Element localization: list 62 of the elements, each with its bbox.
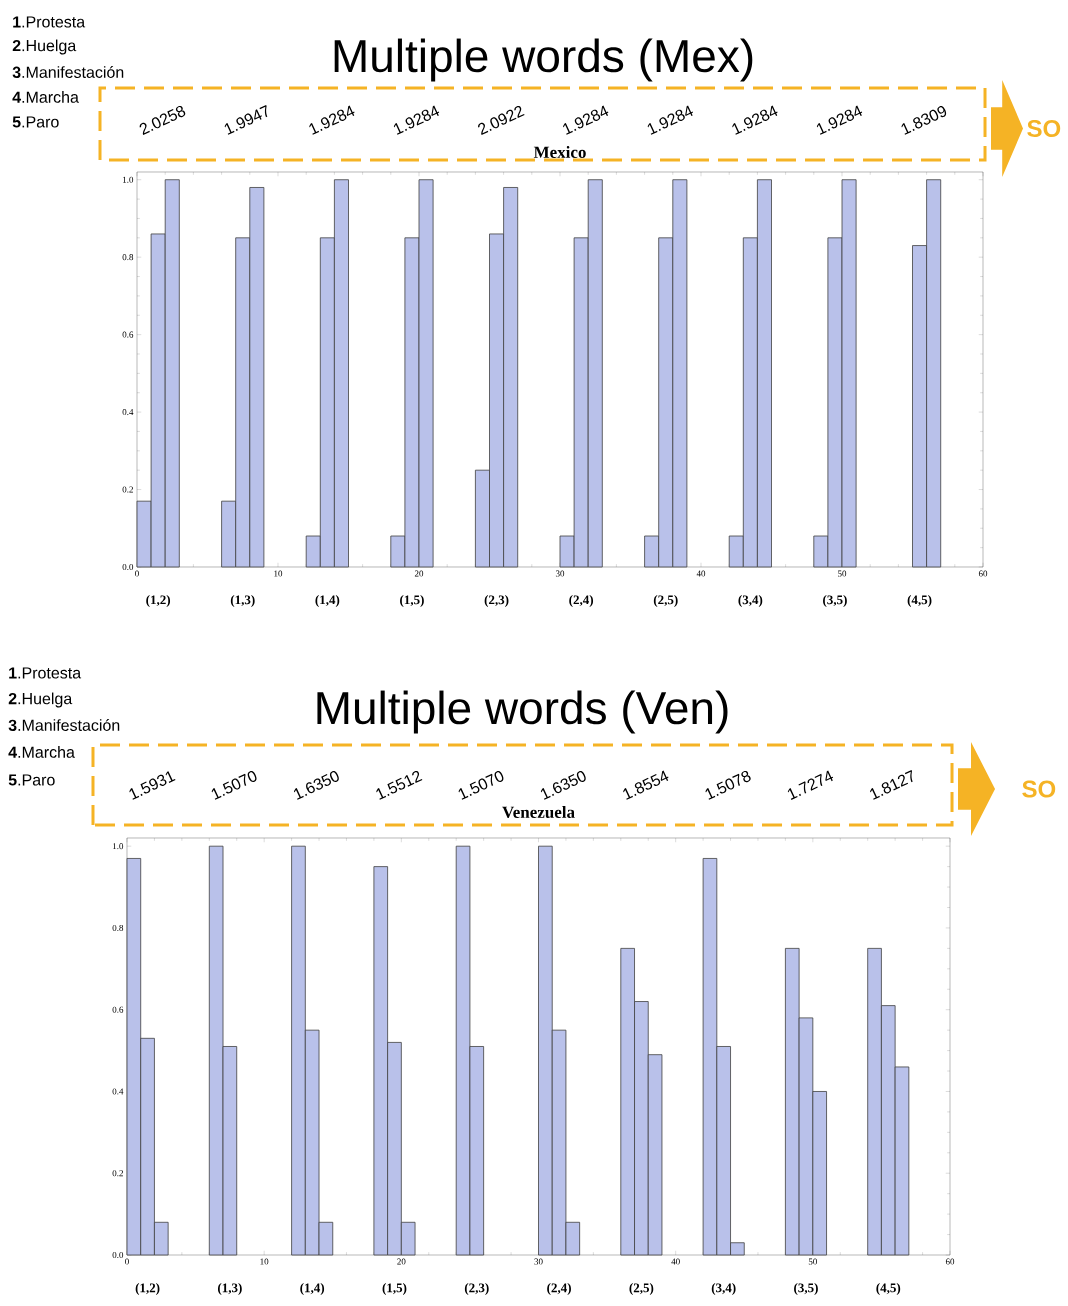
text: (2,5): [653, 595, 678, 607]
x-tick-label: 20: [414, 570, 424, 577]
text: (1,5): [382, 1283, 407, 1295]
x-tick-label: 60: [945, 1258, 955, 1265]
text: (1,3): [230, 595, 255, 607]
text: 4.Marcha: [8, 746, 75, 758]
x-tick-label: 30: [534, 1258, 543, 1265]
text: 1.Protesta: [13, 16, 86, 28]
y-tick-label: 1.0: [123, 176, 134, 183]
text: 5.Paro: [8, 774, 55, 786]
x-tick-label: 10: [274, 570, 283, 577]
text: 3.Manifestación: [8, 719, 120, 731]
text: (4,5): [907, 595, 932, 607]
x-tick-label: 60: [978, 570, 988, 577]
text: (1,2): [135, 1283, 160, 1295]
text: (3,5): [823, 595, 847, 607]
text: 2.Huelga: [12, 39, 77, 55]
x-tick-label: 20: [397, 1258, 406, 1265]
y-tick-label: 0.8: [122, 254, 134, 261]
text: (3,5): [794, 1283, 818, 1295]
text: (3,4): [711, 1283, 736, 1295]
y-tick-label: 0.2: [112, 1170, 123, 1177]
y-tick-label: 0.6: [112, 1006, 124, 1013]
chart-subtitle: Venezuela: [502, 805, 575, 819]
text: (1,3): [217, 1283, 242, 1295]
y-tick-label: 0.0: [122, 563, 134, 571]
text: SO: [1022, 780, 1056, 798]
y-tick-label: 0.0: [112, 1251, 124, 1259]
y-tick-label: 0.6: [122, 331, 134, 338]
chart-title: Multiple words (Mex): [334, 38, 753, 82]
y-tick-label: 0.4: [122, 409, 134, 416]
y-tick-label: 0.8: [112, 924, 124, 931]
text: (1,2): [146, 595, 171, 607]
y-tick-label: 0.2: [122, 486, 133, 493]
x-tick-label: 50: [838, 570, 847, 577]
y-tick-label: 0.4: [112, 1088, 124, 1095]
text: 3.Manifestación: [12, 66, 124, 78]
text: (4,5): [876, 1283, 901, 1295]
chart-subtitle: Mexico: [533, 146, 586, 158]
y-tick-label: 1.0: [113, 843, 124, 850]
text: 5.Paro: [12, 116, 59, 128]
text: 4.Marcha: [12, 91, 79, 103]
x-tick-label: 50: [808, 1258, 817, 1265]
text: 2.Huelga: [8, 692, 73, 708]
text: (1,4): [300, 1283, 325, 1295]
text: (2,4): [547, 1283, 571, 1295]
text: (2,3): [464, 1283, 489, 1295]
x-tick-label: 40: [671, 1258, 680, 1265]
text: (1,4): [315, 595, 340, 607]
x-tick-label: 40: [696, 570, 706, 577]
text: (1,5): [400, 595, 424, 607]
x-tick-label: 0: [125, 1258, 129, 1265]
chart-title: Multiple words (Ven): [317, 690, 728, 734]
x-tick-label: 30: [555, 570, 565, 577]
text: (2,3): [484, 595, 509, 607]
x-tick-label: 0: [135, 570, 139, 577]
text: (3,4): [738, 595, 763, 607]
x-tick-label: 10: [260, 1258, 269, 1265]
text: 1.Protesta: [9, 667, 82, 679]
text: (2,4): [569, 595, 594, 607]
text: (2,5): [629, 1283, 654, 1295]
text: SO: [1027, 120, 1061, 137]
